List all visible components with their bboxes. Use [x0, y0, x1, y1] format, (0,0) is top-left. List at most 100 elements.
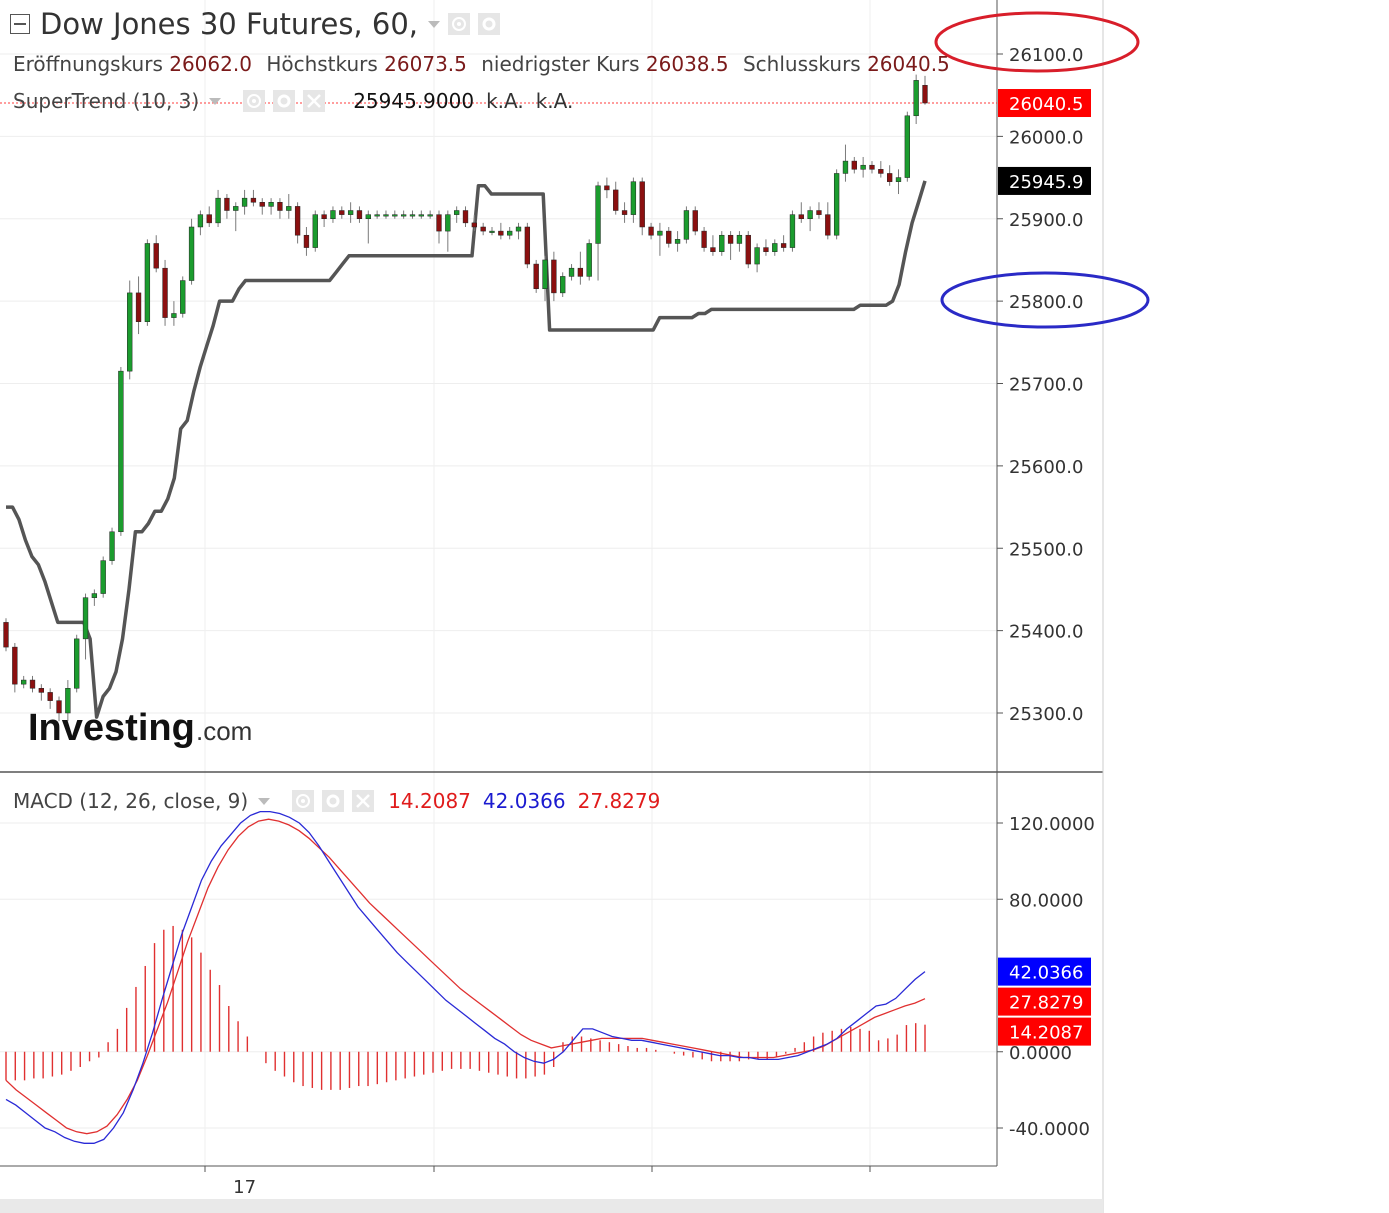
price-tick-label: 25700.0 [1009, 375, 1083, 396]
candle [330, 206, 336, 223]
candle [825, 202, 831, 240]
candle [144, 239, 151, 326]
candle [268, 198, 274, 215]
candle [462, 206, 469, 227]
candle-body [904, 115, 910, 178]
candle-body [321, 214, 327, 220]
candle-body [524, 226, 531, 265]
candle [347, 202, 354, 223]
candle [489, 226, 495, 236]
grid-lines [0, 0, 997, 1172]
candle [383, 210, 389, 219]
chevron-down-icon[interactable] [258, 797, 271, 805]
candle-body [127, 292, 133, 372]
eye-icon[interactable] [448, 13, 470, 35]
candle-body [595, 185, 601, 244]
candle [409, 210, 416, 219]
gear-icon[interactable] [273, 90, 296, 112]
chevron-down-icon[interactable] [428, 20, 440, 28]
macd-label: MACD (12, 26, close, 9) [13, 789, 249, 813]
gear-icon[interactable] [322, 790, 345, 812]
gear-icon[interactable] [478, 13, 500, 35]
candle-body [586, 243, 592, 277]
candle [895, 169, 902, 195]
candle [38, 684, 45, 701]
candle-body [365, 214, 371, 220]
candle-body [294, 206, 301, 236]
candle-body [807, 210, 813, 219]
candle [701, 226, 707, 252]
macd-tick-label: -40.0000 [1009, 1119, 1090, 1140]
macd-hist-value: 14.2087 [388, 789, 471, 813]
macd-value-tag: 42.0366 [998, 957, 1091, 986]
candle-body [383, 214, 389, 217]
time-axis-labels: 17 [233, 1177, 256, 1198]
candle [719, 231, 725, 256]
candle-body [895, 177, 902, 182]
candle [171, 301, 177, 326]
candle [303, 226, 310, 256]
candle-body [789, 214, 796, 248]
chart-title-row: Dow Jones 30 Futures, 60, [10, 6, 500, 42]
candle-body [144, 243, 151, 322]
candle-body [604, 185, 610, 191]
supertrend-label: SuperTrend (10, 3) [13, 89, 200, 113]
candle-body [719, 234, 725, 252]
supertrend-price-tag-label: 25945.9 [1009, 172, 1083, 193]
candle [789, 210, 796, 252]
candle [127, 280, 133, 380]
supertrend-line [6, 180, 927, 719]
candle-body [692, 210, 698, 232]
candle [312, 210, 318, 252]
candle [727, 231, 734, 260]
collapse-icon[interactable] [10, 14, 30, 34]
candle [869, 161, 875, 174]
eye-icon[interactable] [243, 90, 266, 112]
candle-body [65, 688, 71, 714]
candle [763, 239, 769, 256]
candle [374, 210, 380, 219]
macd-value-tag-bg [998, 957, 1091, 986]
chart-title: Dow Jones 30 Futures, 60, [40, 7, 418, 41]
candle [498, 222, 504, 240]
chevron-down-icon[interactable] [209, 97, 222, 105]
candle [162, 259, 168, 326]
price-tick-label: 25900.0 [1009, 210, 1083, 231]
candle [551, 251, 557, 302]
supertrend-line-layer [6, 180, 927, 719]
candle-body [100, 560, 106, 594]
close-icon[interactable] [303, 90, 326, 112]
candle-body [489, 230, 495, 233]
candle [480, 222, 486, 236]
candle [586, 239, 592, 281]
candle [604, 177, 610, 199]
price-tick-label: 25600.0 [1009, 457, 1083, 478]
candle-body [171, 313, 177, 318]
candle-body [533, 263, 539, 290]
candle [772, 239, 778, 256]
candle [533, 259, 539, 293]
candle [904, 111, 910, 182]
histogram-value-tag-bg [998, 1017, 1091, 1046]
red-annotation-ellipse [934, 11, 1140, 73]
candle-body [515, 226, 522, 232]
candle [277, 198, 283, 219]
close-icon[interactable] [352, 790, 375, 812]
candle-body [913, 80, 919, 117]
candle-body [869, 164, 875, 170]
candle-body [330, 210, 336, 219]
candle-body [241, 197, 248, 207]
candle-body [56, 700, 62, 714]
candle [816, 202, 822, 219]
candle-body [454, 210, 460, 215]
ohlc-legend: Eröffnungskurs 26062.0 Höchstkurs 26073.… [13, 52, 958, 76]
candle-body [303, 234, 310, 248]
candle-body [188, 226, 195, 281]
eye-icon[interactable] [292, 790, 315, 812]
candle-body [462, 210, 469, 224]
candle-body [842, 160, 849, 174]
high-label: Höchstkurs [266, 52, 378, 76]
candle [56, 696, 62, 722]
price-tick-label: 25400.0 [1009, 622, 1083, 643]
candle-body [878, 169, 884, 174]
